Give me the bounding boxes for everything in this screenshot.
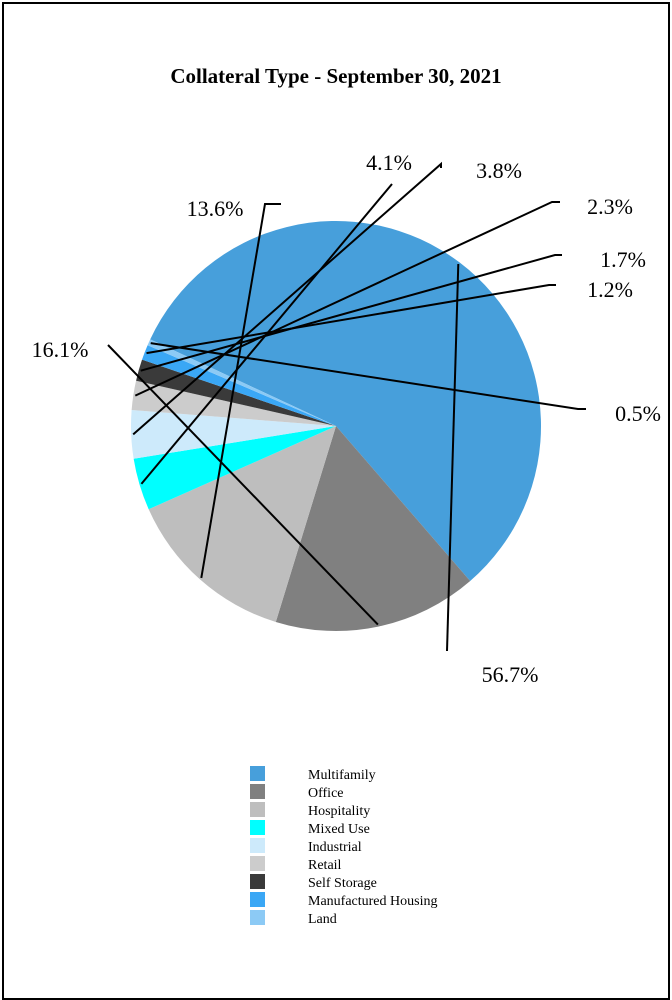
legend-swatch-retail xyxy=(250,856,265,871)
legend-swatch-multifamily xyxy=(250,766,265,781)
pie-slice-office xyxy=(275,426,471,632)
legend-swatch-self-storage xyxy=(250,874,265,889)
legend-label-office: Office xyxy=(308,786,344,801)
slice-label-land: 0.5% xyxy=(615,401,661,426)
slice-label-office: 16.1% xyxy=(32,337,89,362)
legend-swatch-land xyxy=(250,910,265,925)
legend-label-hospitality: Hospitality xyxy=(308,804,370,819)
legend-label-industrial: Industrial xyxy=(308,840,362,855)
leader-line-multifamily xyxy=(446,263,460,652)
legend-swatch-office xyxy=(250,784,265,799)
leader-line-self-storage xyxy=(140,254,562,372)
slice-label-manufactured-housing: 1.2% xyxy=(587,277,633,302)
pie-slices xyxy=(131,221,541,632)
legend-swatch-manufactured-housing xyxy=(250,892,265,907)
leader-lines xyxy=(107,161,586,652)
slice-label-hospitality: 13.6% xyxy=(187,196,244,221)
slice-label-retail: 2.3% xyxy=(587,194,633,219)
pie-slice-land xyxy=(147,339,336,426)
leader-line-land xyxy=(150,342,586,410)
slice-label-industrial: 3.8% xyxy=(476,158,522,183)
legend-swatch-industrial xyxy=(250,838,265,853)
slice-label-multifamily: 56.7% xyxy=(482,662,539,687)
leader-line-manufactured-housing xyxy=(146,284,556,355)
slice-label-self-storage: 1.7% xyxy=(600,247,646,272)
pie-slice-mixed-use xyxy=(133,426,336,510)
pie-slice-multifamily xyxy=(150,221,541,581)
pie-slice-hospitality xyxy=(148,426,336,622)
legend-swatch-hospitality xyxy=(250,802,265,817)
pie-slice-manufactured-housing xyxy=(142,345,336,426)
leader-line-hospitality xyxy=(200,203,281,579)
legend-swatch-mixed-use xyxy=(250,820,265,835)
legend: Multifamily Office Hospitality Mixed Use Ind… xyxy=(250,766,437,927)
legend-label-multifamily: Multifamily xyxy=(308,768,376,783)
leader-line-office xyxy=(107,344,379,626)
legend-label-retail: Retail xyxy=(308,858,342,873)
chart-title: Collateral Type - September 30, 2021 xyxy=(170,64,501,88)
percent-labels: 56.7% 16.1% 13.6% 4.1% 3.8% 2.3% 1.7% 1.2% 0.5% xyxy=(32,150,661,687)
slice-label-mixed-use: 4.1% xyxy=(366,150,412,175)
legend-label-manufactured-housing: Manufactured Housing xyxy=(308,894,437,909)
legend-label-land: Land xyxy=(308,912,337,927)
legend-label-mixed-use: Mixed Use xyxy=(308,822,370,837)
pie-slice-self-storage xyxy=(136,359,336,426)
legend-label-self-storage: Self Storage xyxy=(308,876,377,891)
